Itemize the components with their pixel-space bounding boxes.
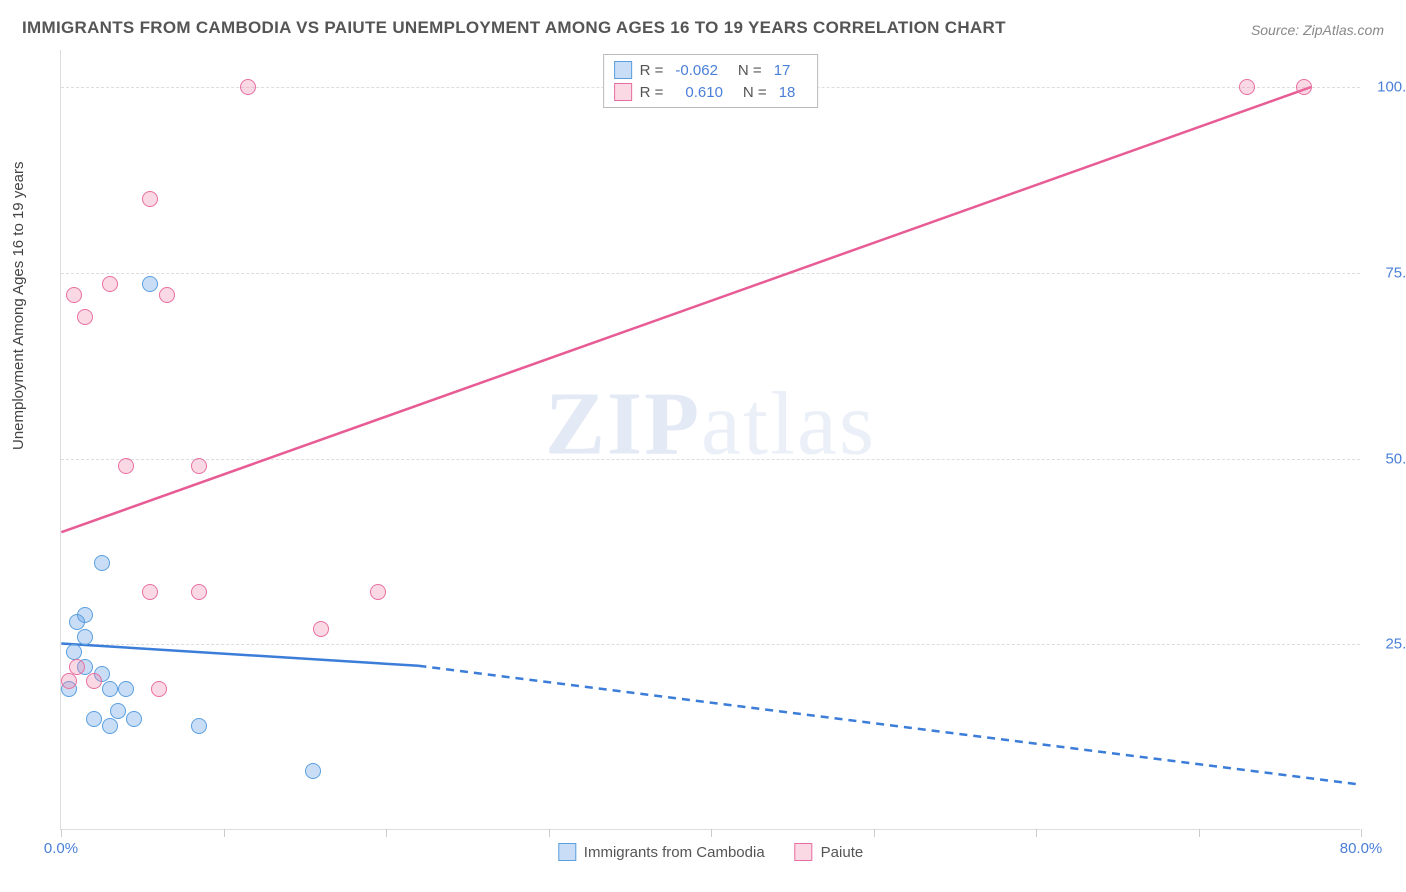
- x-tick: [711, 829, 712, 837]
- data-point-series-0: [102, 681, 118, 697]
- n-value-1: 18: [779, 84, 796, 101]
- regression-lines: [61, 50, 1360, 829]
- data-point-series-0: [69, 614, 85, 630]
- data-point-series-1: [118, 458, 134, 474]
- data-point-series-1: [1239, 79, 1255, 95]
- data-point-series-0: [142, 276, 158, 292]
- chart-container: IMMIGRANTS FROM CAMBODIA VS PAIUTE UNEMP…: [0, 0, 1406, 892]
- y-tick-label: 100.0%: [1377, 79, 1406, 96]
- data-point-series-1: [313, 621, 329, 637]
- gridline: [61, 273, 1360, 274]
- swatch-series-1-bottom: [795, 843, 813, 861]
- data-point-series-0: [86, 711, 102, 727]
- data-point-series-0: [102, 718, 118, 734]
- data-point-series-0: [191, 718, 207, 734]
- data-point-series-1: [191, 584, 207, 600]
- y-tick-label: 75.0%: [1385, 264, 1406, 281]
- plot-area: ZIPatlas R = -0.062 N = 17 R = 0.610 N =…: [60, 50, 1360, 830]
- watermark: ZIPatlas: [545, 372, 876, 475]
- swatch-series-0-bottom: [558, 843, 576, 861]
- x-tick: [1199, 829, 1200, 837]
- data-point-series-1: [370, 584, 386, 600]
- data-point-series-1: [151, 681, 167, 697]
- legend-item-1: Paiute: [795, 843, 864, 861]
- legend-item-0: Immigrants from Cambodia: [558, 843, 765, 861]
- data-point-series-0: [305, 763, 321, 779]
- y-tick-label: 25.0%: [1385, 636, 1406, 653]
- gridline: [61, 644, 1360, 645]
- r-value-0: -0.062: [675, 62, 718, 79]
- data-point-series-1: [142, 191, 158, 207]
- gridline: [61, 459, 1360, 460]
- legend-row-series-0: R = -0.062 N = 17: [614, 59, 808, 81]
- x-tick: [61, 829, 62, 837]
- data-point-series-1: [66, 287, 82, 303]
- data-point-series-0: [77, 629, 93, 645]
- data-point-series-1: [159, 287, 175, 303]
- data-point-series-1: [240, 79, 256, 95]
- x-tick: [224, 829, 225, 837]
- y-axis-label: Unemployment Among Ages 16 to 19 years: [10, 161, 27, 450]
- x-tick: [1361, 829, 1362, 837]
- data-point-series-0: [126, 711, 142, 727]
- data-point-series-0: [118, 681, 134, 697]
- correlation-legend: R = -0.062 N = 17 R = 0.610 N = 18: [603, 54, 819, 108]
- r-value-1: 0.610: [685, 84, 723, 101]
- data-point-series-1: [191, 458, 207, 474]
- x-tick-label: 80.0%: [1340, 840, 1383, 857]
- swatch-series-0: [614, 61, 632, 79]
- series-0-label: Immigrants from Cambodia: [584, 844, 765, 861]
- data-point-series-0: [94, 555, 110, 571]
- data-point-series-0: [110, 703, 126, 719]
- data-point-series-1: [77, 309, 93, 325]
- x-tick: [874, 829, 875, 837]
- data-point-series-1: [69, 659, 85, 675]
- x-tick-label: 0.0%: [44, 840, 78, 857]
- x-tick: [549, 829, 550, 837]
- data-point-series-1: [142, 584, 158, 600]
- data-point-series-1: [86, 673, 102, 689]
- chart-title: IMMIGRANTS FROM CAMBODIA VS PAIUTE UNEMP…: [22, 18, 1006, 38]
- series-legend: Immigrants from Cambodia Paiute: [558, 843, 863, 861]
- data-point-series-1: [102, 276, 118, 292]
- x-tick: [1036, 829, 1037, 837]
- data-point-series-0: [66, 644, 82, 660]
- x-tick: [386, 829, 387, 837]
- source-label: Source: ZipAtlas.com: [1251, 22, 1384, 38]
- y-tick-label: 50.0%: [1385, 450, 1406, 467]
- legend-row-series-1: R = 0.610 N = 18: [614, 81, 808, 103]
- series-1-label: Paiute: [821, 844, 864, 861]
- data-point-series-1: [61, 673, 77, 689]
- n-value-0: 17: [774, 62, 791, 79]
- data-point-series-1: [1296, 79, 1312, 95]
- swatch-series-1: [614, 83, 632, 101]
